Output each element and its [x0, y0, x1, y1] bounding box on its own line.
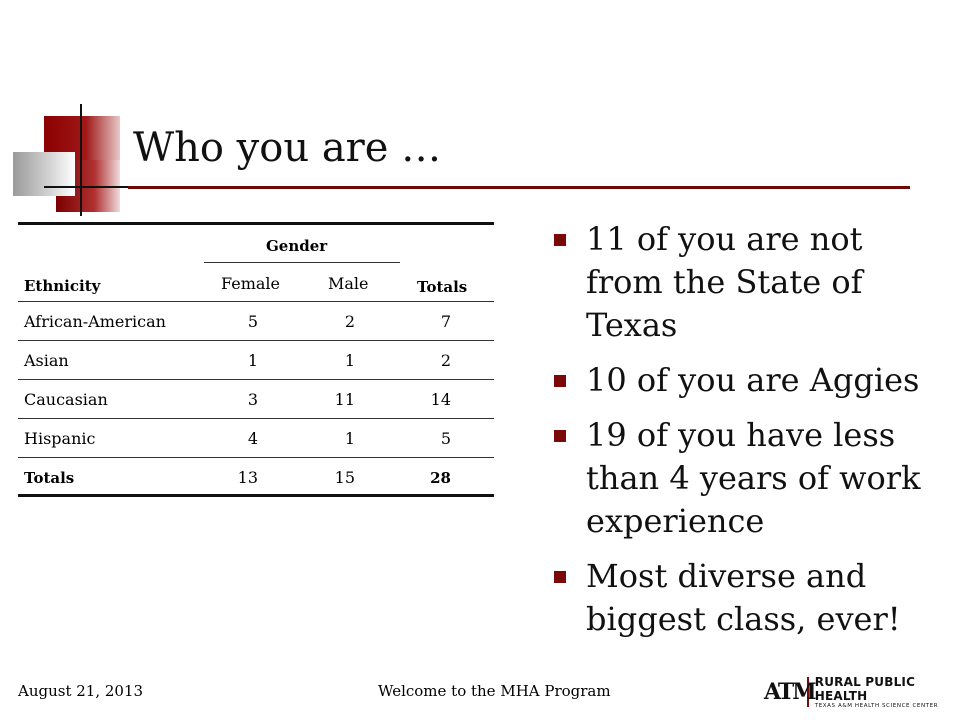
bullet-text: 10 of you are Aggies — [586, 361, 920, 399]
bullet-text: 11 of you are not from the State of Texa… — [586, 220, 863, 344]
logo-separator — [806, 677, 809, 707]
square-bullet-icon — [554, 430, 566, 442]
header-gender: Gender — [266, 237, 328, 255]
row-male: 1 — [344, 429, 355, 448]
footer-title: Welcome to the MHA Program — [378, 682, 611, 700]
totals-total: 28 — [430, 469, 451, 487]
row-divider — [18, 340, 494, 341]
slide-title: Who you are … — [133, 125, 442, 171]
bullet-item: 10 of you are Aggies — [548, 359, 948, 402]
totals-label: Totals — [24, 469, 75, 487]
table-top-rule — [18, 222, 494, 225]
logo-text: RURAL PUBLIC HEALTH TEXAS A&M HEALTH SCI… — [815, 675, 960, 709]
bullet-item: Most diverse and biggest class, ever! — [548, 555, 948, 641]
header-bottom-rule — [18, 301, 494, 302]
row-male: 2 — [344, 312, 355, 331]
decorative-vertical-line — [80, 104, 82, 216]
decorative-square-grey — [13, 152, 75, 196]
row-female: 5 — [247, 312, 258, 331]
logo-sub-text: TEXAS A&M HEALTH SCIENCE CENTER — [814, 703, 939, 709]
rural-public-health-logo: ATM RURAL PUBLIC HEALTH TEXAS A&M HEALTH… — [764, 674, 960, 710]
title-underline — [128, 186, 910, 189]
bullet-item: 19 of you have less than 4 years of work… — [548, 414, 948, 543]
row-label: Asian — [24, 351, 69, 370]
header-totals: Totals — [417, 278, 468, 296]
row-total: 14 — [430, 390, 451, 409]
row-female: 1 — [247, 351, 258, 370]
row-total: 2 — [440, 351, 451, 370]
row-label: Caucasian — [24, 390, 108, 409]
bullet-list: 11 of you are not from the State of Texa… — [548, 218, 948, 653]
row-female: 3 — [247, 390, 258, 409]
gender-group-rule — [204, 262, 400, 263]
square-bullet-icon — [554, 571, 566, 583]
row-label: Hispanic — [24, 429, 96, 448]
row-divider — [18, 457, 494, 458]
header-ethnicity: Ethnicity — [24, 277, 101, 295]
header-male: Male — [328, 274, 369, 293]
decorative-horizontal-line — [44, 186, 134, 188]
row-male: 1 — [344, 351, 355, 370]
square-bullet-icon — [554, 375, 566, 387]
logo-main-text: RURAL PUBLIC HEALTH — [814, 675, 916, 703]
row-male: 11 — [334, 390, 355, 409]
row-label: African-American — [24, 312, 166, 331]
row-divider — [18, 418, 494, 419]
bullet-text: Most diverse and biggest class, ever! — [586, 557, 901, 638]
row-total: 5 — [440, 429, 451, 448]
footer-date: August 21, 2013 — [18, 682, 144, 700]
table-bottom-rule — [18, 494, 494, 497]
bullet-item: 11 of you are not from the State of Texa… — [548, 218, 948, 347]
row-divider — [18, 379, 494, 380]
row-female: 4 — [247, 429, 258, 448]
bullet-text: 19 of you have less than 4 years of work… — [586, 416, 921, 540]
row-total: 7 — [440, 312, 451, 331]
totals-female: 13 — [237, 468, 258, 487]
texas-am-logo-icon: ATM — [764, 679, 817, 705]
square-bullet-icon — [554, 234, 566, 246]
totals-male: 15 — [334, 468, 355, 487]
header-female: Female — [221, 274, 280, 293]
